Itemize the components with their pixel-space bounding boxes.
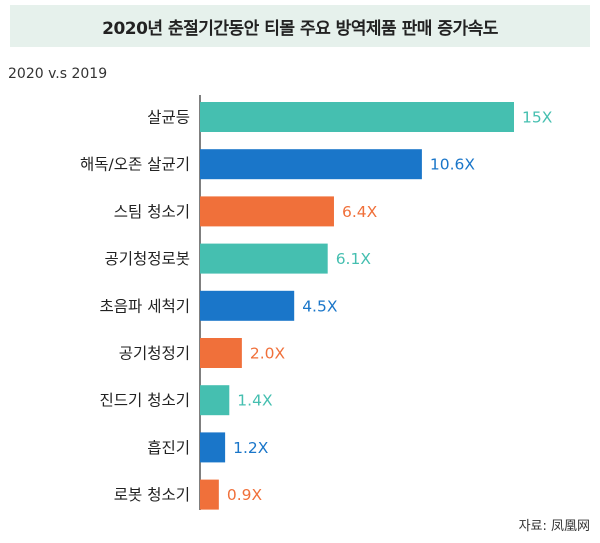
category-label-5: 공기청정기 bbox=[119, 345, 190, 363]
category-label-6: 진드기 청소기 bbox=[100, 392, 191, 410]
bar-7 bbox=[200, 432, 226, 463]
bar-6 bbox=[200, 385, 230, 416]
category-label-2: 스팀 청소기 bbox=[114, 203, 190, 221]
value-label-6: 1.4X bbox=[237, 392, 273, 410]
value-label-8: 0.9X bbox=[227, 486, 263, 504]
bar-3 bbox=[200, 243, 328, 274]
bar-5 bbox=[200, 338, 242, 368]
value-label-0: 15X bbox=[522, 109, 553, 127]
title-bar: 2020년 춘절기간동안 티몰 주요 방역제품 판매 증가속도 bbox=[10, 5, 590, 47]
bar-4 bbox=[200, 290, 295, 321]
category-label-1: 해독/오존 살균기 bbox=[80, 156, 190, 174]
bar-0 bbox=[200, 102, 514, 132]
category-label-4: 초음파 세척기 bbox=[100, 297, 191, 315]
category-label-8: 로봇 청소기 bbox=[114, 486, 190, 504]
category-label-7: 흡진기 bbox=[147, 439, 190, 457]
category-label-3: 공기청정로봇 bbox=[104, 250, 190, 268]
value-label-3: 6.1X bbox=[336, 250, 372, 268]
chart-subtitle: 2020 v.s 2019 bbox=[8, 66, 108, 82]
bars-layer: 살균등 15X 해독/오존 살균기 10.6X 스팀 청소기 6.4X 공기청정로봇 6.1X… bbox=[80, 102, 553, 510]
chart-title: 2020년 춘절기간동안 티몰 주요 방역제품 판매 증가속도 bbox=[102, 18, 498, 39]
value-label-4: 4.5X bbox=[302, 297, 338, 315]
bar-8 bbox=[200, 479, 219, 510]
bar-2 bbox=[200, 196, 334, 227]
source-note: 자료: 凤凰网 bbox=[518, 519, 590, 534]
category-label-0: 살균등 bbox=[147, 109, 190, 127]
value-label-7: 1.2X bbox=[233, 439, 269, 457]
value-label-1: 10.6X bbox=[430, 156, 476, 174]
value-label-2: 6.4X bbox=[342, 203, 378, 221]
bar-1 bbox=[200, 149, 422, 180]
value-label-5: 2.0X bbox=[250, 345, 286, 363]
